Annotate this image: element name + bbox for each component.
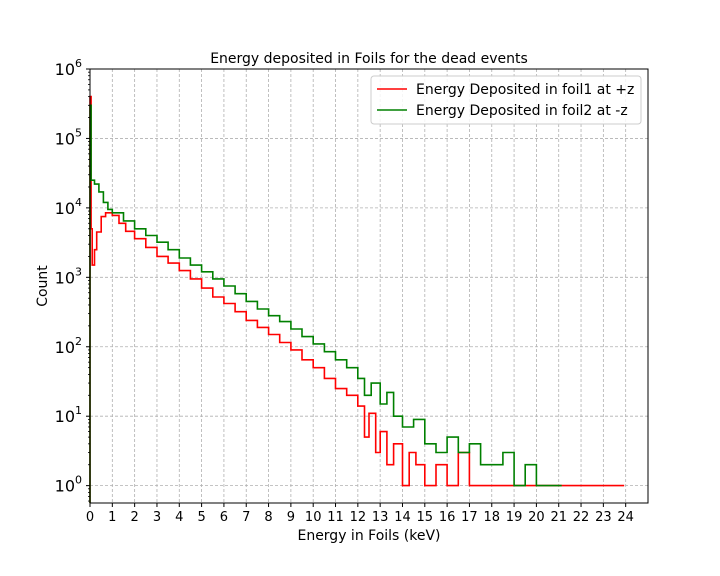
- x-tick-label: 21: [550, 510, 567, 525]
- x-tick-label: 13: [372, 510, 389, 525]
- x-tick-label: 2: [130, 510, 138, 525]
- legend-label-foil2: Energy Deposited in foil2 at -z: [416, 103, 628, 119]
- y-tick-label: 106: [55, 57, 82, 79]
- x-tick-label: 16: [439, 510, 456, 525]
- x-tick-label: 10: [305, 510, 322, 525]
- y-tick-label: 102: [55, 335, 82, 357]
- x-tick-label: 3: [153, 510, 161, 525]
- series-line-foil2: [89, 104, 562, 503]
- series-line-foil1: [89, 95, 625, 503]
- x-tick-label: 18: [483, 510, 500, 525]
- y-tick-label: 104: [55, 196, 82, 218]
- y-tick-label: 101: [55, 404, 82, 426]
- legend: Energy Deposited in foil1 at +z Energy D…: [370, 75, 642, 125]
- x-tick-label: 15: [417, 510, 434, 525]
- x-tick-label: 6: [220, 510, 228, 525]
- x-tick-label: 9: [287, 510, 295, 525]
- x-tick-label: 24: [617, 510, 634, 525]
- y-tick-label: 103: [55, 265, 82, 287]
- chart-title: Energy deposited in Foils for the dead e…: [210, 51, 528, 67]
- y-axis-label: Count: [35, 265, 51, 307]
- ticks: 0 1 2 3 4 5 6 7 8 9 10 11 12 13 14 15 16 17 18 19 20 21 22 23 24…: [55, 57, 634, 525]
- series-layer: [89, 95, 625, 503]
- grid: [89, 68, 648, 503]
- x-tick-label: 8: [264, 510, 272, 525]
- y-tick-label: 100: [55, 474, 82, 496]
- x-tick-label: 7: [242, 510, 250, 525]
- legend-box: [370, 75, 642, 125]
- x-tick-label: 5: [197, 510, 205, 525]
- x-tick-label: 11: [327, 510, 344, 525]
- x-tick-label: 4: [175, 510, 183, 525]
- legend-label-foil1: Energy Deposited in foil1 at +z: [416, 82, 634, 98]
- x-tick-label: 14: [394, 510, 411, 525]
- x-tick-label: 0: [86, 510, 94, 525]
- x-axis-label: Energy in Foils (keV): [297, 528, 440, 544]
- x-tick-label: 19: [506, 510, 523, 525]
- x-tick-label: 23: [595, 510, 612, 525]
- x-tick-label: 17: [461, 510, 478, 525]
- plot-frame: [89, 68, 649, 504]
- x-tick-label: 1: [108, 510, 116, 525]
- x-tick-label: 12: [350, 510, 367, 525]
- y-tick-label: 105: [55, 126, 82, 148]
- x-tick-label: 22: [573, 510, 590, 525]
- x-tick-label: 20: [528, 510, 545, 525]
